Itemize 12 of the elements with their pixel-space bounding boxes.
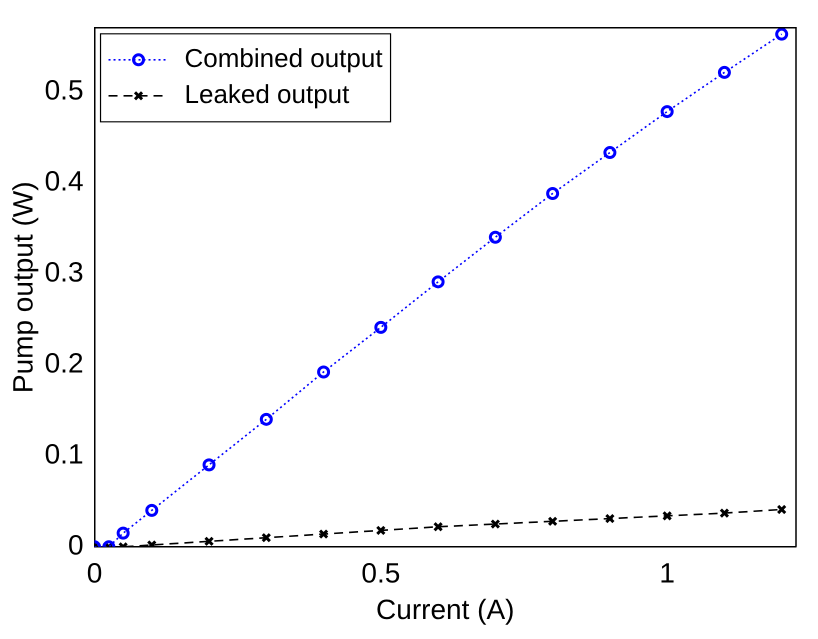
y-tick-label: 0.3 <box>44 256 84 288</box>
y-tick-label: 0.5 <box>44 74 84 106</box>
y-axis-title: Pump output (W) <box>8 181 39 394</box>
legend-label: Leaked output <box>184 78 350 109</box>
x-tick-label: 1 <box>659 557 675 588</box>
y-tick-label: 0 <box>68 530 84 561</box>
legend-label: Combined output <box>184 42 384 73</box>
y-tick-label: 0.4 <box>44 165 84 196</box>
y-tick-label: 0.1 <box>44 438 84 470</box>
x-tick-label: 0.5 <box>361 557 400 588</box>
y-tick-label: 0.2 <box>44 347 84 378</box>
x-axis-title: Current (A) <box>376 594 514 625</box>
